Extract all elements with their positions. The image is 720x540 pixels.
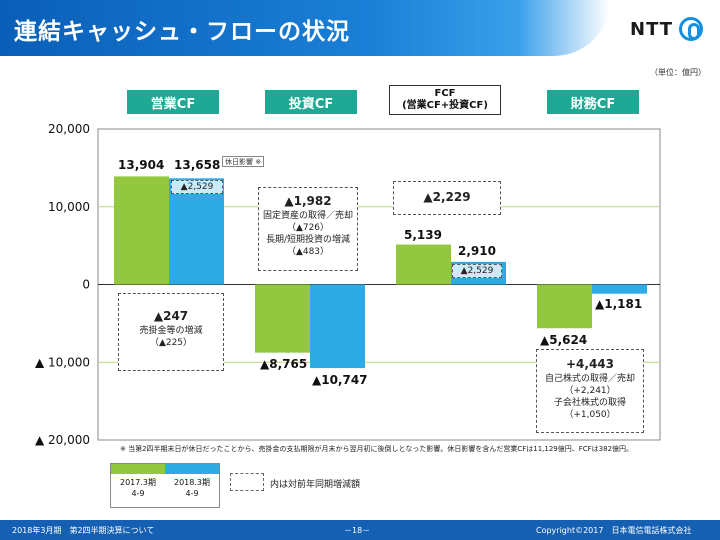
legend-item-2018: 2018.3期 4-9: [165, 464, 219, 507]
title-bar: 連結キャッシュ・フローの状況: [0, 0, 610, 56]
financing-change-total: +4,443: [565, 357, 614, 371]
bar-2017-3: [537, 284, 592, 329]
chart-bars: [114, 176, 647, 369]
investing-change-item1-value: （▲726）: [286, 223, 330, 233]
investing-change-box: ▲1,982 固定資産の取得／売却 （▲726） 長期/短期投資の増減 （▲48…: [258, 187, 358, 271]
bar-2017-1: [255, 284, 310, 353]
y-tick-label: 10,000: [48, 200, 90, 214]
bar-2018-3: [592, 284, 647, 294]
investing-change-item2-value: （▲483）: [286, 247, 330, 257]
footnote: ※ 当第2四半期末日が休日だったことから、売掛金の支払期限が月末から翌月初に後倒…: [120, 445, 634, 453]
legend-label-2017: 2017.3期: [120, 478, 156, 487]
slide-title: 連結キャッシュ・フローの状況: [14, 19, 350, 45]
legend-dashed-label: 内は対前年同期増減額: [270, 480, 361, 490]
financing-change-item2-value: （+1,050）: [564, 410, 616, 420]
operating-change-total: ▲247: [153, 309, 189, 323]
ntt-logo: NTT: [630, 14, 704, 44]
legend-dashed-box: [230, 473, 264, 491]
fcf-change-total: ▲2,229: [423, 190, 471, 204]
unit-label: （単位：億円）: [650, 68, 706, 77]
bar-2018-0: [169, 178, 224, 285]
value-label-operating-2018: 13,658: [174, 158, 221, 172]
bar-2017-0: [114, 176, 169, 285]
category-fcf: FCF (営業CF+投資CF): [389, 85, 501, 115]
footer: 2018年3月期 第2四半期決算について －18－ Copyright©2017…: [0, 520, 720, 540]
footer-left: 2018年3月期 第2四半期決算について: [12, 526, 155, 535]
investing-change-total: ▲1,982: [284, 194, 332, 208]
value-label-investing-2017: ▲8,765: [260, 357, 308, 371]
operating-change-item: 売掛金等の増減: [139, 326, 203, 336]
financing-change-item2: 子会社株式の取得: [553, 398, 626, 408]
value-label-operating-2017: 13,904: [118, 158, 165, 172]
bar-2018-1: [310, 284, 365, 369]
legend-swatch-2017: [111, 464, 165, 474]
investing-change-item1: 固定資産の取得／売却: [262, 211, 353, 221]
financing-change-item1: 自己株式の取得／売却: [544, 374, 635, 384]
y-axis-ticks: 20,000 10,000 0 ▲ 10,000 ▲ 20,000: [35, 122, 90, 447]
fcf-change-box: ▲2,229: [393, 181, 501, 215]
y-tick-label: 0: [82, 278, 90, 292]
footer-copyright: Copyright©2017 日本電信電話株式会社: [536, 526, 692, 535]
value-label-financing-2018: ▲1,181: [595, 297, 643, 311]
financing-change-box: +4,443 自己株式の取得／売却 （+2,241） 子会社株式の取得 （+1,…: [536, 349, 644, 433]
investing-change-item2: 長期/短期投資の増減: [265, 235, 351, 245]
y-tick-label: ▲ 20,000: [35, 433, 90, 447]
y-tick-label: 20,000: [48, 122, 90, 136]
fcf-label: FCF: [434, 88, 456, 99]
legend-item-2017: 2017.3期 4-9: [111, 464, 165, 507]
value-label-investing-2018: ▲10,747: [312, 373, 368, 387]
legend-sub-2018: 4-9: [185, 489, 199, 498]
holiday-impact-tag: 休日影響 ※: [222, 156, 265, 167]
ntt-logo-icon: [679, 17, 704, 41]
value-label-fcf-2017: 5,139: [404, 228, 442, 242]
y-tick-label: ▲ 10,000: [35, 355, 90, 369]
fcf-sublabel: (営業CF+投資CF): [402, 100, 488, 111]
financing-change-item1-value: （+2,241）: [564, 386, 616, 396]
operating-change-box: ▲247 売掛金等の増減 （▲225）: [118, 293, 224, 371]
category-investing: 投資CF: [265, 90, 357, 114]
legend-sub-2017: 4-9: [131, 489, 145, 498]
legend-label-2018: 2018.3期: [174, 478, 210, 487]
bar-2017-2: [396, 244, 451, 285]
legend-swatch-2018: [165, 464, 219, 474]
operating-change-item-value: （▲225）: [149, 338, 193, 348]
operating-holiday-inset: ▲2,529: [171, 180, 223, 194]
category-financing: 財務CF: [547, 90, 639, 114]
value-label-financing-2017: ▲5,624: [540, 333, 588, 347]
value-label-fcf-2018: 2,910: [458, 244, 496, 258]
legend: 2017.3期 4-9 2018.3期 4-9: [110, 463, 220, 508]
fcf-holiday-inset: ▲2,529: [452, 264, 502, 278]
category-operating: 営業CF: [127, 90, 219, 114]
logo-text: NTT: [630, 18, 674, 40]
footer-page-number: －18－: [344, 526, 371, 535]
